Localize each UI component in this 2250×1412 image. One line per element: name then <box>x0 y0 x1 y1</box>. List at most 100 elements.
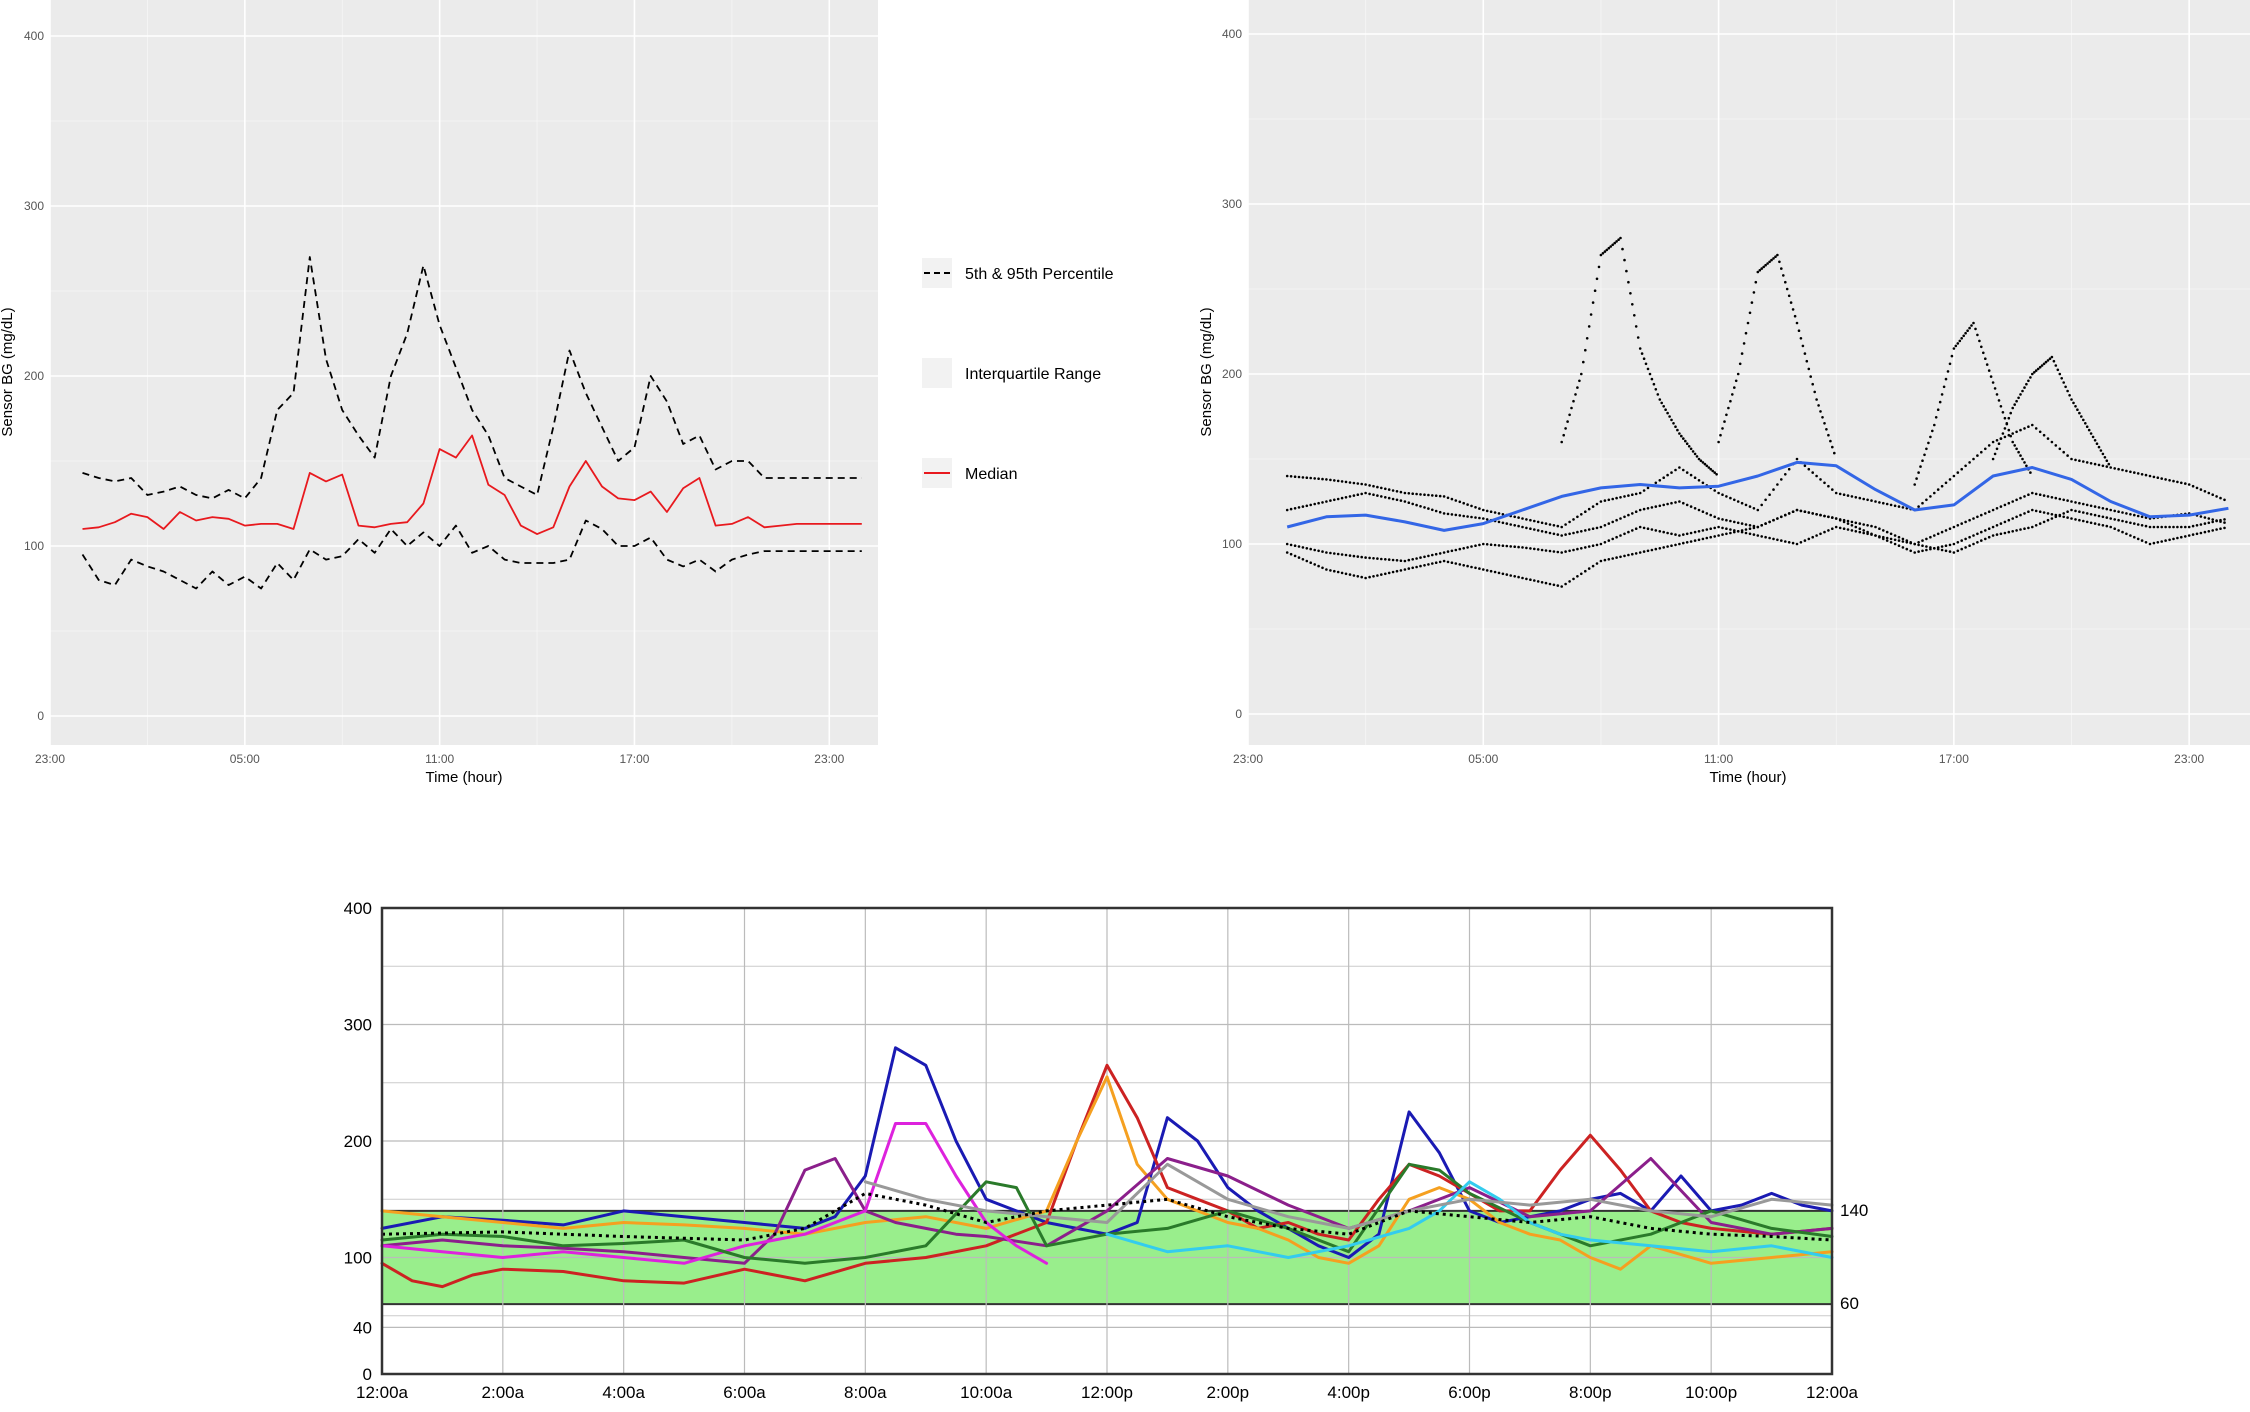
chart2-point <box>1644 362 1648 366</box>
chart2-point <box>1703 462 1707 466</box>
chart2-point <box>1509 574 1512 577</box>
chart2-point <box>1670 418 1673 422</box>
chart2-point <box>1407 567 1411 570</box>
chart2-point <box>2072 401 2075 405</box>
chart2-point <box>1293 544 1297 547</box>
chart2-point <box>1529 578 1532 581</box>
chart2-point <box>1584 546 1587 549</box>
chart2-point <box>2082 502 2085 506</box>
chart2-point <box>2097 463 2101 467</box>
chart2-point <box>1901 540 1905 543</box>
chart2-point <box>1803 510 1807 513</box>
chart2-point <box>1666 531 1669 535</box>
chart2-point <box>2034 509 2038 513</box>
chart2-point <box>2117 510 2120 513</box>
chart2-point <box>1834 517 1838 520</box>
chart2-point <box>1950 354 1954 358</box>
chart2-point <box>1740 352 1744 355</box>
chart2-point <box>2054 513 2058 517</box>
chart2-point <box>1799 337 1803 340</box>
chart2-point <box>2113 467 2116 470</box>
chart2-point <box>1685 471 1689 474</box>
chart2-point <box>1654 529 1658 532</box>
chart2-point <box>1566 420 1569 423</box>
chart2-point <box>1603 558 1607 562</box>
chart2-point <box>1309 561 1312 564</box>
chart2-point <box>1552 532 1556 536</box>
chart2-point <box>1368 575 1371 579</box>
chart2-point <box>1713 471 1716 474</box>
chart2-point <box>1548 549 1552 553</box>
chart2-point <box>2023 461 2026 464</box>
chart2-point <box>1285 542 1289 546</box>
chart2-point <box>2015 498 2018 502</box>
chart2-point <box>1980 345 1983 349</box>
chart2-point <box>2168 525 2171 529</box>
chart2-point <box>1909 541 1912 545</box>
chart2-point <box>1587 325 1591 328</box>
chart2-point <box>2019 496 2022 500</box>
chart2-point <box>1817 404 1820 407</box>
chart2-point <box>1474 566 1477 570</box>
chart2-point <box>1631 493 1634 497</box>
chart2-point <box>1962 334 1965 338</box>
chart2-point <box>2199 531 2203 535</box>
chart2-point <box>1470 565 1473 569</box>
chart2-point <box>1972 457 1975 461</box>
chart2-point <box>1450 549 1454 553</box>
chart3-trace-magenta <box>380 1122 1049 1265</box>
chart2-point <box>2066 499 2069 502</box>
chart2-point <box>1348 481 1352 484</box>
chart2-point <box>1752 291 1756 294</box>
chart2-point <box>1913 542 1916 546</box>
chart2-point <box>1797 329 1801 333</box>
chart2-gridlines <box>1247 0 2250 745</box>
chart2-point <box>1615 556 1618 559</box>
chart2-point <box>1658 479 1662 482</box>
chart2-point <box>1774 255 1777 258</box>
chart2-point <box>1921 544 1924 547</box>
chart2-point <box>1517 524 1520 528</box>
chart2-point <box>1313 563 1316 566</box>
chart2-point <box>1660 401 1663 405</box>
chart2-point <box>1927 441 1930 445</box>
chart2-point <box>2031 525 2034 529</box>
chart2-point <box>1297 475 1301 479</box>
chart2-point <box>1674 501 1677 504</box>
chart2-point <box>1964 546 1967 549</box>
chart2-point <box>1705 464 1709 468</box>
chart2-point <box>1672 422 1675 425</box>
chart2-point <box>1513 545 1516 548</box>
chart2-point <box>1623 532 1626 536</box>
chart2-point <box>1795 321 1799 325</box>
chart2-point <box>1850 520 1854 524</box>
chart2-point <box>1572 531 1575 535</box>
chart1-y-axis-title: Sensor BG (mg/dL) <box>0 307 16 436</box>
chart2-point <box>1313 502 1316 506</box>
chart2-point <box>1815 534 1818 537</box>
chart2-point <box>1454 513 1458 517</box>
chart2-point <box>1766 262 1769 265</box>
chart3-x-tick-label: 12:00p <box>1081 1383 1133 1402</box>
chart2-point <box>1623 554 1626 558</box>
chart3-x-tick-label: 6:00a <box>723 1383 766 1402</box>
chart2-point <box>2148 474 2152 478</box>
chart3-x-tick-label: 4:00p <box>1327 1383 1370 1402</box>
chart2-point <box>1956 342 1960 345</box>
chart2-point <box>1485 518 1489 521</box>
chart3-x-tick-label: 12:00a <box>1806 1383 1859 1402</box>
chart2-point <box>1897 535 1901 539</box>
chart2-point <box>2007 428 2011 432</box>
chart2-point <box>1356 555 1360 558</box>
chart2-point <box>1819 478 1822 481</box>
chart2-point <box>2082 460 2085 463</box>
chart2-point <box>2223 526 2226 530</box>
chart2-point <box>2046 437 2050 440</box>
chart2-point <box>1952 525 1956 529</box>
chart2-point <box>1595 502 1599 506</box>
chart2-point <box>1991 534 1995 537</box>
chart2-point <box>1293 554 1297 558</box>
chart2-point <box>1725 532 1728 536</box>
chart2-point <box>1827 529 1830 532</box>
chart2-point <box>1384 572 1387 576</box>
